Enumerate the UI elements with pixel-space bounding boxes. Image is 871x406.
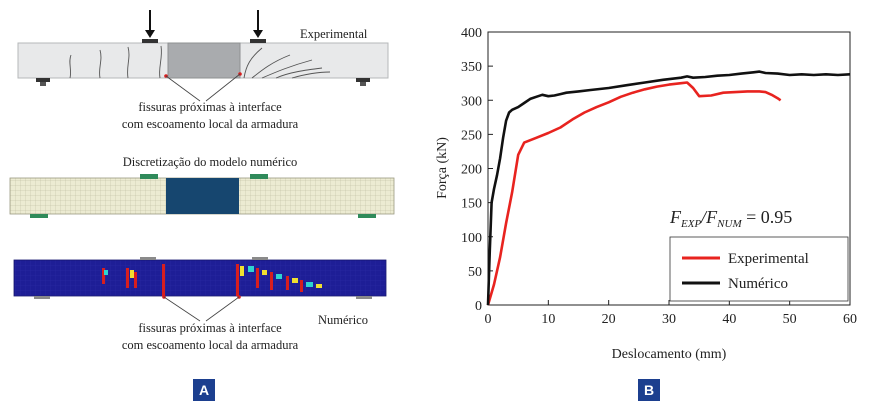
y-tick-label: 150 xyxy=(461,197,482,212)
series-line-experimental xyxy=(486,81,782,306)
experimental-label: Experimental xyxy=(300,27,368,41)
leader-line xyxy=(165,75,201,102)
legend-box xyxy=(669,236,849,302)
leader-line xyxy=(205,73,241,102)
x-tick-label: 40 xyxy=(722,312,736,327)
chart-legend: Experimental Numérico xyxy=(669,236,849,302)
mesh-model xyxy=(9,174,395,218)
y-tick-label: 350 xyxy=(461,60,482,75)
mesh-support-right xyxy=(358,214,376,218)
support-right xyxy=(356,78,370,82)
y-tick-label: 250 xyxy=(461,128,482,143)
beam-insert-block xyxy=(167,42,241,79)
x-axis-label: Deslocamento (mm) xyxy=(612,347,727,362)
mesh-insert-block xyxy=(166,178,239,214)
load-plate-left xyxy=(142,39,158,43)
legend-label-numerico: Numérico xyxy=(728,276,788,292)
experimental-beam xyxy=(17,10,389,102)
panel-b: 0 10 20 30 40 50 60 0 50 100 150 200 250 300 350 400 D… xyxy=(420,0,871,406)
numeric-label: Numérico xyxy=(318,313,368,327)
annotation-bottom-line1: fissuras próximas à interface xyxy=(138,321,282,335)
leader-line xyxy=(205,296,240,322)
support-left xyxy=(36,78,50,82)
y-tick-label: 0 xyxy=(475,299,482,314)
mesh-load-plate-right xyxy=(250,174,268,179)
mesh-load-plate-left xyxy=(140,174,158,179)
annotation-bottom-line2: com escoamento local da armadura xyxy=(121,338,299,352)
annotation-top-line1: fissuras próximas à interface xyxy=(138,100,282,114)
damage-highlights xyxy=(102,264,322,296)
chart-series xyxy=(486,70,851,306)
contour-beam xyxy=(13,259,387,297)
panel-b-badge: B xyxy=(638,379,660,401)
load-plate-right xyxy=(250,39,266,43)
x-tick-label: 30 xyxy=(662,312,676,327)
ratio-annotation: FEXP/FNUM = 0.95 xyxy=(669,207,792,230)
discretization-title: Discretização do modelo numérico xyxy=(122,155,298,169)
x-tick-label: 10 xyxy=(541,312,555,327)
panel-a-badge: A xyxy=(193,379,215,401)
legend-label-experimental: Experimental xyxy=(728,251,809,267)
y-tick-label: 100 xyxy=(461,231,482,246)
x-axis-ticks: 0 10 20 30 40 50 60 xyxy=(485,300,857,327)
x-tick-label: 20 xyxy=(602,312,616,327)
y-tick-label: 300 xyxy=(461,94,482,109)
y-axis-label: Força (kN) xyxy=(435,137,450,199)
numeric-contour xyxy=(13,257,387,322)
y-tick-label: 400 xyxy=(461,26,482,41)
y-tick-label: 50 xyxy=(468,265,482,280)
y-tick-label: 200 xyxy=(461,163,482,178)
panel-a-figure xyxy=(9,10,395,322)
annotation-top-line2: com escoamento local da armadura xyxy=(121,117,299,131)
x-tick-label: 50 xyxy=(783,312,797,327)
y-axis-ticks: 0 50 100 150 200 250 300 350 400 xyxy=(461,26,493,314)
force-displacement-chart: 0 10 20 30 40 50 60 0 50 100 150 200 250 300 350 400 D… xyxy=(435,26,857,362)
x-tick-label: 60 xyxy=(843,312,857,327)
x-tick-label: 0 xyxy=(485,312,492,327)
panel-a: Experimental fissuras próximas à interfa… xyxy=(0,0,420,406)
crack-lines xyxy=(69,45,331,79)
leader-line xyxy=(163,296,201,322)
load-arrow-right-head xyxy=(253,30,263,38)
mesh-support-left xyxy=(30,214,48,218)
load-arrow-left-head xyxy=(145,30,155,38)
series-line-numerico xyxy=(486,70,851,306)
